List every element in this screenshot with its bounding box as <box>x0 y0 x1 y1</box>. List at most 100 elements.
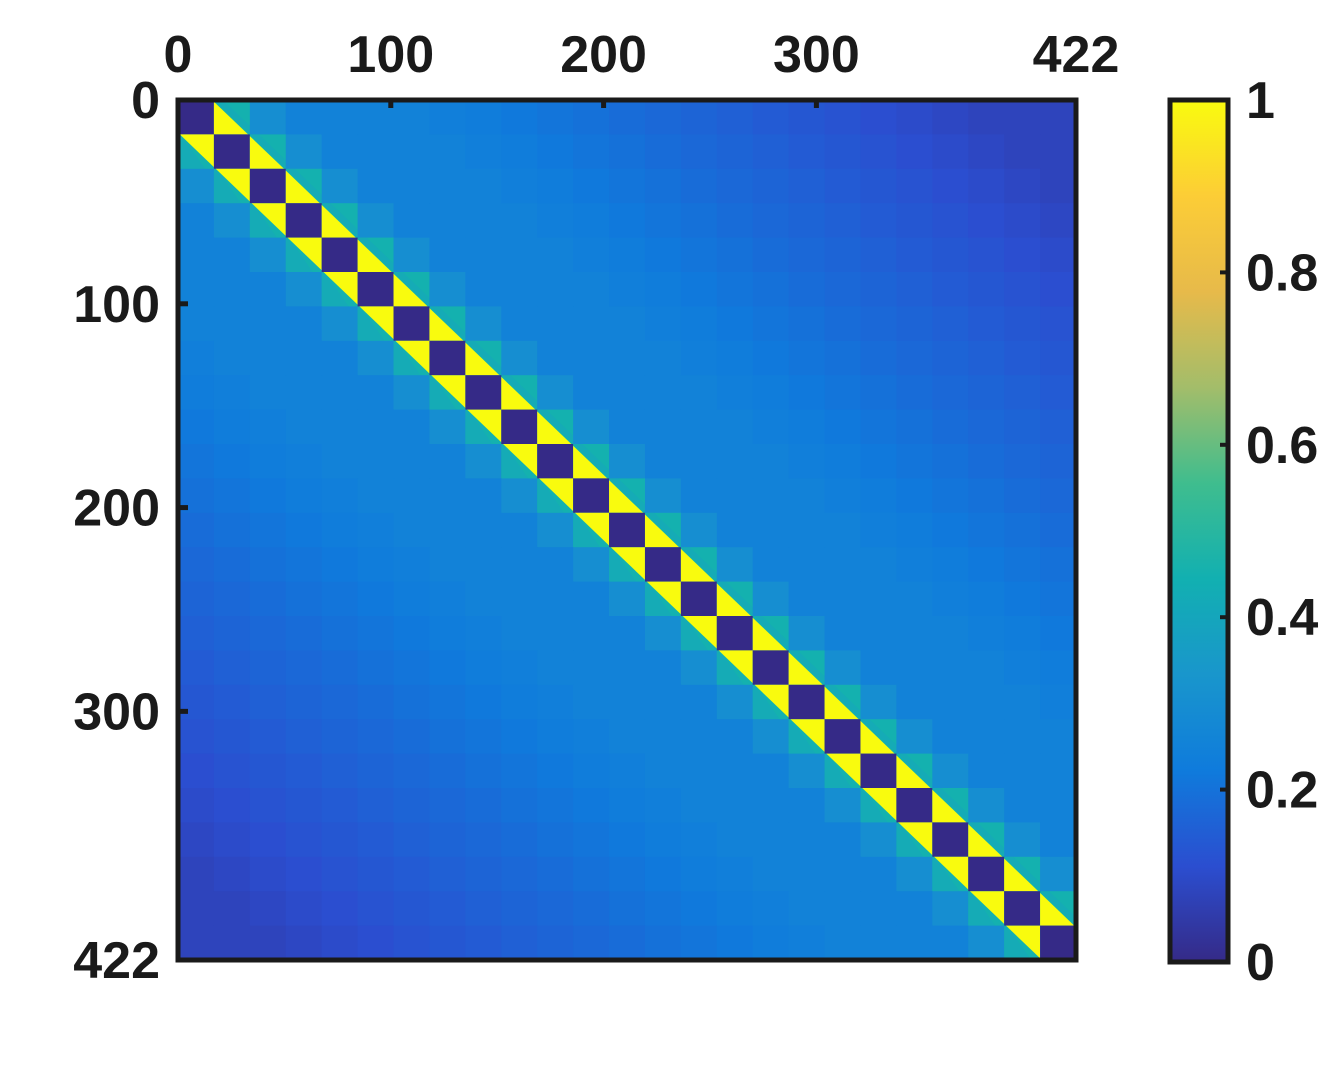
heatmap-cell <box>968 547 1005 583</box>
heatmap-cell <box>285 203 323 239</box>
heatmap-cell <box>932 478 969 514</box>
heatmap-cell <box>357 134 395 170</box>
heatmap-cell <box>788 340 826 376</box>
heatmap-cell <box>644 168 682 204</box>
heatmap-cell <box>321 100 359 135</box>
heatmap-cell <box>609 478 646 514</box>
heatmap-cell <box>752 409 790 445</box>
heatmap-cell <box>680 822 718 858</box>
heatmap-cell <box>968 822 1005 858</box>
heatmap-cell <box>573 512 610 548</box>
heatmap-cell <box>537 306 574 342</box>
heatmap-cell <box>178 547 215 583</box>
heatmap-cell <box>213 237 251 273</box>
heatmap-cell <box>429 203 466 239</box>
heatmap-cell <box>285 650 323 686</box>
heatmap-cell <box>321 788 359 823</box>
heatmap-cell <box>393 684 431 720</box>
heatmap-cell <box>860 444 897 479</box>
heatmap-cell <box>680 512 718 548</box>
heatmap-cell <box>321 375 359 411</box>
heatmap-cell <box>178 925 215 961</box>
heatmap-cell <box>429 616 466 651</box>
heatmap-cell <box>752 788 790 823</box>
heatmap-cell <box>429 547 466 583</box>
heatmap-cell <box>788 753 826 789</box>
heatmap-cell <box>285 444 323 479</box>
heatmap-cell <box>249 581 287 617</box>
heatmap-cell <box>932 134 969 170</box>
heatmap-cell <box>357 100 395 135</box>
heatmap-cell <box>752 512 790 548</box>
heatmap-cell <box>824 753 862 789</box>
heatmap-cell <box>680 203 718 239</box>
heatmap-cell <box>465 444 502 479</box>
heatmap-cell <box>285 753 323 789</box>
heatmap-cell <box>680 788 718 823</box>
heatmap-cell <box>1040 237 1077 273</box>
heatmap-cell <box>393 237 431 273</box>
heatmap-cell <box>573 856 610 892</box>
heatmap-cell <box>1040 100 1077 135</box>
heatmap-cell <box>249 237 287 273</box>
heatmap-cell <box>537 100 574 135</box>
heatmap-cell <box>644 237 682 273</box>
heatmap-cell <box>680 650 718 686</box>
heatmap-cell <box>896 134 933 170</box>
heatmap-cell <box>896 237 933 273</box>
heatmap-cell <box>178 719 215 755</box>
heatmap-cell <box>465 409 502 445</box>
heatmap-cell <box>644 856 682 892</box>
heatmap-cell <box>429 856 466 892</box>
heatmap-cell <box>860 547 897 583</box>
heatmap-cell <box>824 650 862 686</box>
heatmap-cell <box>932 375 969 411</box>
heatmap-cell <box>824 272 862 307</box>
heatmap-cell <box>429 375 466 411</box>
heatmap-cell <box>644 822 682 858</box>
heatmap-cell <box>1004 822 1041 858</box>
heatmap-cell <box>968 856 1005 892</box>
heatmap-cell <box>249 168 287 204</box>
heatmap-cell <box>1004 616 1041 651</box>
heatmap-cell <box>357 306 395 342</box>
heatmap-cell <box>465 100 502 135</box>
heatmap-cell <box>213 925 251 961</box>
heatmap-cell <box>393 788 431 823</box>
heatmap-cell <box>573 581 610 617</box>
heatmap-cell <box>932 788 969 823</box>
heatmap-cell <box>357 684 395 720</box>
heatmap-cell <box>968 891 1005 927</box>
heatmap-cell <box>321 272 359 307</box>
heatmap-cell <box>285 409 323 445</box>
heatmap-cell <box>213 616 251 651</box>
heatmap-cell <box>824 581 862 617</box>
heatmap-cell <box>932 340 969 376</box>
heatmap-cell <box>537 134 574 170</box>
heatmap-cell <box>680 478 718 514</box>
heatmap-cell <box>393 203 431 239</box>
heatmap-cell <box>357 375 395 411</box>
heatmap-cell <box>465 478 502 514</box>
heatmap-cell <box>465 856 502 892</box>
heatmap-cell <box>537 581 574 617</box>
heatmap-cell <box>824 340 862 376</box>
heatmap-cell <box>249 684 287 720</box>
heatmap-cell <box>1004 375 1041 411</box>
heatmap-cell <box>393 134 431 170</box>
heatmap-cell <box>321 925 359 961</box>
heatmap-cell <box>1040 925 1077 961</box>
heatmap-cell <box>1004 925 1041 961</box>
heatmap-cell <box>573 891 610 927</box>
heatmap-cell <box>465 925 502 961</box>
heatmap-cell <box>429 581 466 617</box>
heatmap-cell <box>1004 444 1041 479</box>
heatmap-cell <box>393 616 431 651</box>
heatmap-cell <box>968 650 1005 686</box>
heatmap-cell <box>1040 581 1077 617</box>
heatmap-cell <box>537 340 574 376</box>
heatmap-cell <box>285 925 323 961</box>
heatmap-cell <box>1004 684 1041 720</box>
heatmap-cell <box>1004 100 1041 135</box>
heatmap-cell <box>860 753 897 789</box>
